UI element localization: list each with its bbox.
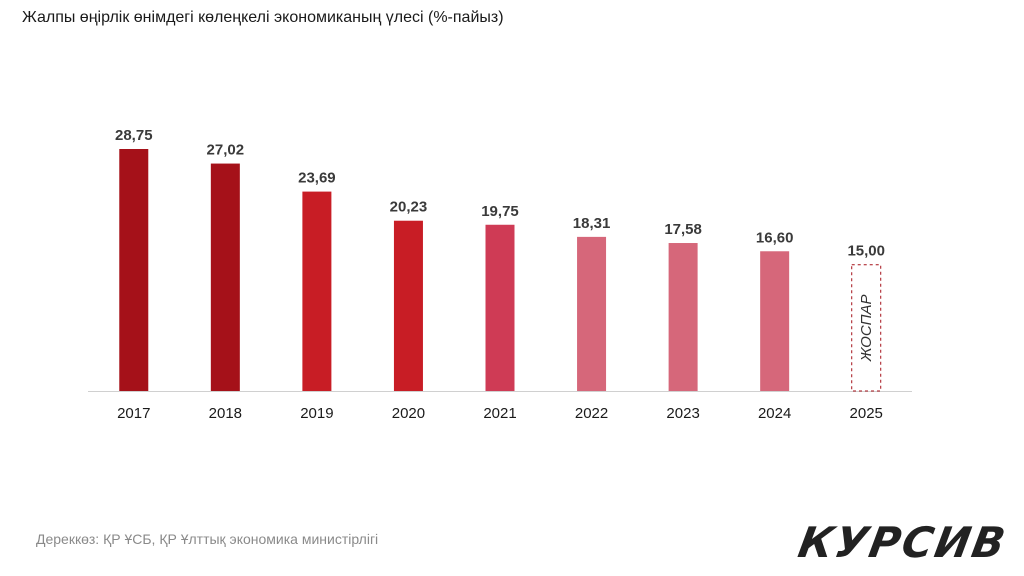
x-tick-label-2019: 2019 <box>300 405 333 422</box>
x-tick-label-2022: 2022 <box>575 405 608 422</box>
bar-2018 <box>210 163 240 391</box>
data-label-2018: 27,02 <box>207 142 245 159</box>
x-tick-label-2025: 2025 <box>850 405 883 422</box>
x-tick-label-2023: 2023 <box>666 405 699 422</box>
kursiv-logo: КУРСИВ <box>794 518 1011 567</box>
source-note: Дереккөз: ҚР ҰСБ, ҚР Ұлттық экономика ми… <box>36 531 379 547</box>
x-tick-label-2017: 2017 <box>117 405 150 422</box>
bar-chart: 28,75 2017 27,02 2018 23,69 2019 20,23 2020 19,7… <box>88 127 912 422</box>
planned-label: ЖОСПАР <box>858 294 875 362</box>
data-label-2022: 18,31 <box>573 215 611 232</box>
data-label-2017: 28,75 <box>115 127 153 144</box>
data-label-2023: 17,58 <box>664 221 702 238</box>
x-tick-label-2024: 2024 <box>758 405 791 422</box>
bar-2022 <box>577 236 607 391</box>
bar-2020 <box>393 220 423 391</box>
bar-2023 <box>668 243 698 391</box>
data-label-2024: 16,60 <box>756 229 794 246</box>
bar-2024 <box>760 251 790 391</box>
bar-2019 <box>302 191 332 391</box>
x-tick-label-2020: 2020 <box>392 405 425 422</box>
data-label-2021: 19,75 <box>481 203 519 220</box>
data-label-2020: 20,23 <box>390 199 428 216</box>
bar-planned-2025 <box>851 264 882 392</box>
data-label-2025: 15,00 <box>847 243 885 260</box>
chart-title: Жалпы өңірлік өнімдегі көлеңкелі экономи… <box>22 9 504 26</box>
data-label-2019: 23,69 <box>298 170 336 187</box>
x-tick-label-2018: 2018 <box>209 405 242 422</box>
bar-2017 <box>119 149 149 391</box>
bar-2021 <box>485 224 515 391</box>
x-tick-label-2021: 2021 <box>483 405 516 422</box>
